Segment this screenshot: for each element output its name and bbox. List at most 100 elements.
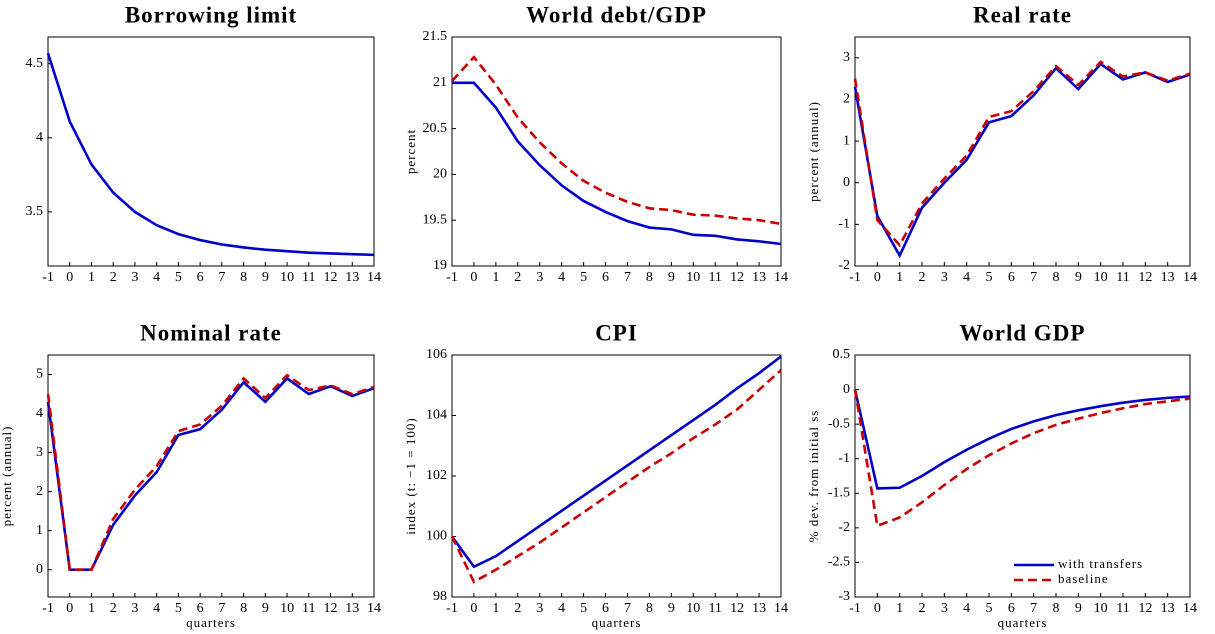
x-tick-label: 5 bbox=[580, 601, 587, 616]
x-tick-label: 1 bbox=[88, 270, 95, 285]
y-tick-label: 3.5 bbox=[26, 204, 44, 219]
x-tick-label: 0 bbox=[470, 270, 477, 285]
series-line bbox=[450, 355, 782, 569]
x-tick-label: 1 bbox=[896, 270, 903, 285]
panel-title: Nominal rate bbox=[140, 320, 282, 345]
x-tick-label: 9 bbox=[1075, 601, 1082, 616]
x-tick-label: 11 bbox=[302, 601, 315, 616]
x-tick-label: 13 bbox=[752, 601, 766, 616]
x-tick-label: 5 bbox=[580, 270, 587, 285]
x-tick-label: 7 bbox=[218, 270, 225, 285]
y-axis-label: percent (annual) bbox=[806, 101, 821, 202]
axes-box bbox=[854, 354, 1191, 598]
x-tick-label: 0 bbox=[470, 601, 477, 616]
x-tick-label: 7 bbox=[1030, 270, 1037, 285]
y-tick-label: 0.5 bbox=[833, 347, 851, 362]
legend-label: with transfers bbox=[1058, 556, 1143, 571]
legend-label: baseline bbox=[1058, 571, 1109, 586]
panel-title: CPI bbox=[595, 320, 638, 345]
y-tick-label: 21 bbox=[433, 75, 447, 90]
x-tick-label: 10 bbox=[280, 601, 294, 616]
x-tick-label: 11 bbox=[302, 270, 315, 285]
x-tick-label: 2 bbox=[919, 270, 926, 285]
y-tick-label: 19 bbox=[433, 258, 447, 273]
x-tick-label: 13 bbox=[345, 270, 359, 285]
panel: World debt/GDP-1 0 1 2 3 4 5 6 7 8 9 10 11 12 13 141919… bbox=[403, 2, 788, 285]
y-tick-label: 21.5 bbox=[423, 29, 448, 44]
x-tick-label: 1 bbox=[492, 270, 499, 285]
y-tick-label: 106 bbox=[426, 347, 447, 362]
x-tick-label: 5 bbox=[175, 601, 182, 616]
x-tick-label: 8 bbox=[240, 601, 247, 616]
x-tick-label: 11 bbox=[1116, 270, 1129, 285]
x-tick-label: 2 bbox=[110, 270, 117, 285]
x-tick-label: 2 bbox=[110, 601, 117, 616]
y-tick-label: 98 bbox=[433, 589, 447, 604]
series-line bbox=[452, 81, 782, 246]
y-tick-label: 3 bbox=[843, 50, 850, 65]
x-tick-label: 12 bbox=[1138, 270, 1152, 285]
x-tick-label: 8 bbox=[646, 601, 653, 616]
x-tick-label: 6 bbox=[197, 270, 204, 285]
x-tick-label: 8 bbox=[1053, 601, 1060, 616]
axes-box bbox=[451, 36, 782, 267]
y-tick-label: 4.5 bbox=[26, 56, 44, 71]
y-tick-label: -1 bbox=[838, 217, 850, 232]
x-tick-label: -1 bbox=[42, 270, 54, 285]
series-line bbox=[46, 376, 375, 571]
x-tick-label: 7 bbox=[1030, 601, 1037, 616]
y-tick-label: -1.5 bbox=[828, 486, 850, 501]
x-tick-label: 6 bbox=[1008, 601, 1015, 616]
series-line bbox=[46, 373, 375, 571]
x-tick-label: -1 bbox=[42, 601, 54, 616]
x-tick-label: 3 bbox=[536, 601, 543, 616]
x-tick-label: 11 bbox=[708, 601, 721, 616]
x-tick-label: 9 bbox=[1075, 270, 1082, 285]
y-tick-label: 104 bbox=[426, 408, 447, 423]
axes-box bbox=[47, 36, 375, 267]
x-tick-label: 11 bbox=[1116, 601, 1129, 616]
x-axis-label: quarters bbox=[186, 615, 236, 630]
x-tick-label: 13 bbox=[1161, 601, 1175, 616]
x-tick-label: 10 bbox=[1094, 601, 1108, 616]
x-axis-label: quarters bbox=[592, 615, 642, 630]
y-tick-label: -1 bbox=[838, 451, 850, 466]
y-tick-label: 5 bbox=[36, 367, 43, 382]
y-tick-label: 0 bbox=[36, 562, 43, 577]
series-line bbox=[853, 60, 1191, 248]
x-tick-label: 6 bbox=[197, 601, 204, 616]
axes-box bbox=[854, 36, 1191, 267]
x-tick-label: 1 bbox=[492, 601, 499, 616]
y-tick-label: 19.5 bbox=[423, 212, 448, 227]
series-line bbox=[853, 389, 1191, 528]
x-tick-label: 3 bbox=[131, 601, 138, 616]
panel-title: Borrowing limit bbox=[125, 2, 297, 27]
x-tick-label: 9 bbox=[262, 270, 269, 285]
x-tick-label: 4 bbox=[153, 270, 160, 285]
y-tick-label: 1 bbox=[36, 523, 43, 538]
x-tick-label: 2 bbox=[919, 601, 926, 616]
x-tick-label: 3 bbox=[941, 601, 948, 616]
x-tick-label: 7 bbox=[624, 270, 631, 285]
y-axis-label: % dev. from initial ss bbox=[806, 410, 821, 543]
x-tick-label: -1 bbox=[849, 270, 861, 285]
x-tick-label: 4 bbox=[558, 270, 565, 285]
y-tick-label: 100 bbox=[426, 529, 447, 544]
panel-title: World debt/GDP bbox=[526, 2, 707, 27]
x-tick-label: 3 bbox=[536, 270, 543, 285]
x-tick-label: 14 bbox=[367, 270, 381, 285]
y-tick-label: -2.5 bbox=[828, 555, 850, 570]
panel: World GDP-1 0 1 2 3 4 5 6 7 8 9 10 11 12 13 14-3-2.5-2-… bbox=[806, 320, 1197, 630]
y-tick-label: 2 bbox=[36, 484, 43, 499]
x-tick-label: 0 bbox=[874, 270, 881, 285]
x-tick-label: 10 bbox=[280, 270, 294, 285]
x-tick-label: -1 bbox=[446, 601, 458, 616]
x-tick-label: 0 bbox=[66, 270, 73, 285]
x-tick-label: 9 bbox=[668, 601, 675, 616]
x-tick-label: 5 bbox=[986, 270, 993, 285]
series-line bbox=[853, 389, 1191, 490]
x-axis-label: quarters bbox=[998, 615, 1048, 630]
x-tick-label: 11 bbox=[708, 270, 721, 285]
y-tick-label: 102 bbox=[426, 468, 447, 483]
